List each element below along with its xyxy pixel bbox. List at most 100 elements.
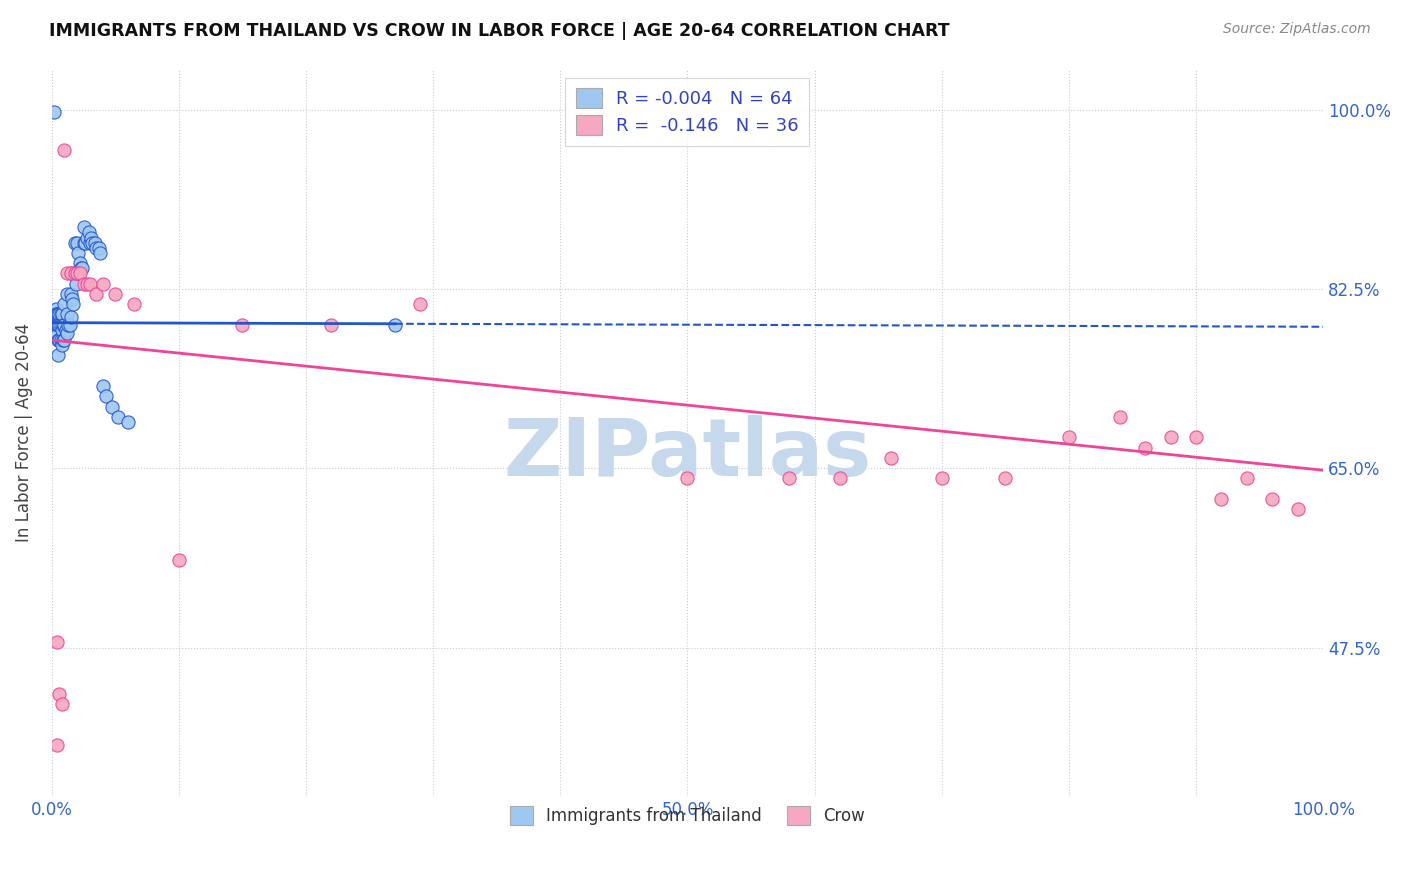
Point — [69, 267, 91, 281]
Point — [60, 292, 83, 306]
Point — [45, 302, 67, 317]
Point — [45, 738, 67, 752]
Point — [45, 328, 67, 343]
Text: IMMIGRANTS FROM THAILAND VS CROW IN LABOR FORCE | AGE 20-64 CORRELATION CHART: IMMIGRANTS FROM THAILAND VS CROW IN LABO… — [49, 22, 950, 40]
Point — [45, 635, 67, 649]
Point — [79, 277, 101, 291]
Point — [1133, 441, 1156, 455]
Point — [63, 267, 86, 281]
Point — [82, 235, 104, 250]
Point — [49, 333, 72, 347]
Point — [1286, 502, 1309, 516]
Point — [45, 312, 67, 326]
Point — [46, 333, 69, 347]
Point — [104, 287, 127, 301]
Point — [880, 450, 903, 465]
Point — [59, 287, 82, 301]
Point — [66, 235, 89, 250]
Point — [46, 308, 69, 322]
Point — [48, 308, 70, 322]
Point — [52, 318, 75, 332]
Point — [46, 348, 69, 362]
Text: ZIPatlas: ZIPatlas — [503, 415, 872, 493]
Point — [53, 333, 76, 347]
Point — [117, 415, 139, 429]
Point — [72, 261, 94, 276]
Point — [384, 318, 406, 332]
Text: Source: ZipAtlas.com: Source: ZipAtlas.com — [1223, 22, 1371, 37]
Point — [45, 308, 67, 322]
Point — [56, 287, 79, 301]
Point — [72, 277, 94, 291]
Point — [52, 333, 75, 347]
Point — [66, 267, 89, 281]
Point — [53, 144, 76, 158]
Point — [56, 326, 79, 340]
Point — [321, 318, 343, 332]
Point — [70, 261, 93, 276]
Point — [59, 267, 82, 281]
Point — [59, 267, 82, 281]
Point — [89, 246, 111, 260]
Point — [79, 235, 101, 250]
Point — [49, 318, 72, 332]
Point — [51, 308, 73, 322]
Point — [76, 277, 98, 291]
Legend: Immigrants from Thailand, Crow: Immigrants from Thailand, Crow — [499, 797, 876, 835]
Point — [167, 553, 190, 567]
Point — [931, 471, 953, 485]
Point — [55, 323, 77, 337]
Point — [49, 308, 72, 322]
Point — [51, 338, 73, 352]
Point — [96, 389, 118, 403]
Point — [231, 318, 253, 332]
Point — [59, 310, 82, 324]
Point — [828, 471, 851, 485]
Point — [51, 323, 73, 337]
Point — [45, 318, 67, 332]
Point — [56, 267, 79, 281]
Point — [1261, 491, 1284, 506]
Point — [91, 277, 114, 291]
Point — [73, 235, 96, 250]
Y-axis label: In Labor Force | Age 20-64: In Labor Force | Age 20-64 — [15, 323, 32, 541]
Point — [84, 235, 107, 250]
Point — [63, 267, 86, 281]
Point — [48, 687, 70, 701]
Point — [44, 104, 66, 119]
Point — [51, 697, 73, 711]
Point — [91, 379, 114, 393]
Point — [76, 230, 98, 244]
Point — [53, 318, 76, 332]
Point — [45, 318, 67, 332]
Point — [409, 297, 432, 311]
Point — [1185, 430, 1208, 444]
Point — [1236, 471, 1258, 485]
Point — [58, 318, 80, 332]
Point — [46, 318, 69, 332]
Point — [1211, 491, 1233, 506]
Point — [87, 241, 110, 255]
Point — [1057, 430, 1080, 444]
Point — [107, 409, 129, 424]
Point — [63, 235, 86, 250]
Point — [84, 241, 107, 255]
Point — [62, 297, 84, 311]
Point — [67, 246, 90, 260]
Point — [80, 230, 103, 244]
Point — [100, 400, 122, 414]
Point — [72, 235, 94, 250]
Point — [1108, 409, 1130, 424]
Point — [1160, 430, 1182, 444]
Point — [676, 471, 699, 485]
Point — [66, 267, 89, 281]
Point — [58, 318, 80, 332]
Point — [778, 471, 800, 485]
Point — [77, 226, 100, 240]
Point — [56, 308, 79, 322]
Point — [72, 220, 94, 235]
Point — [84, 287, 107, 301]
Point — [48, 318, 70, 332]
Point — [124, 297, 146, 311]
Point — [53, 297, 76, 311]
